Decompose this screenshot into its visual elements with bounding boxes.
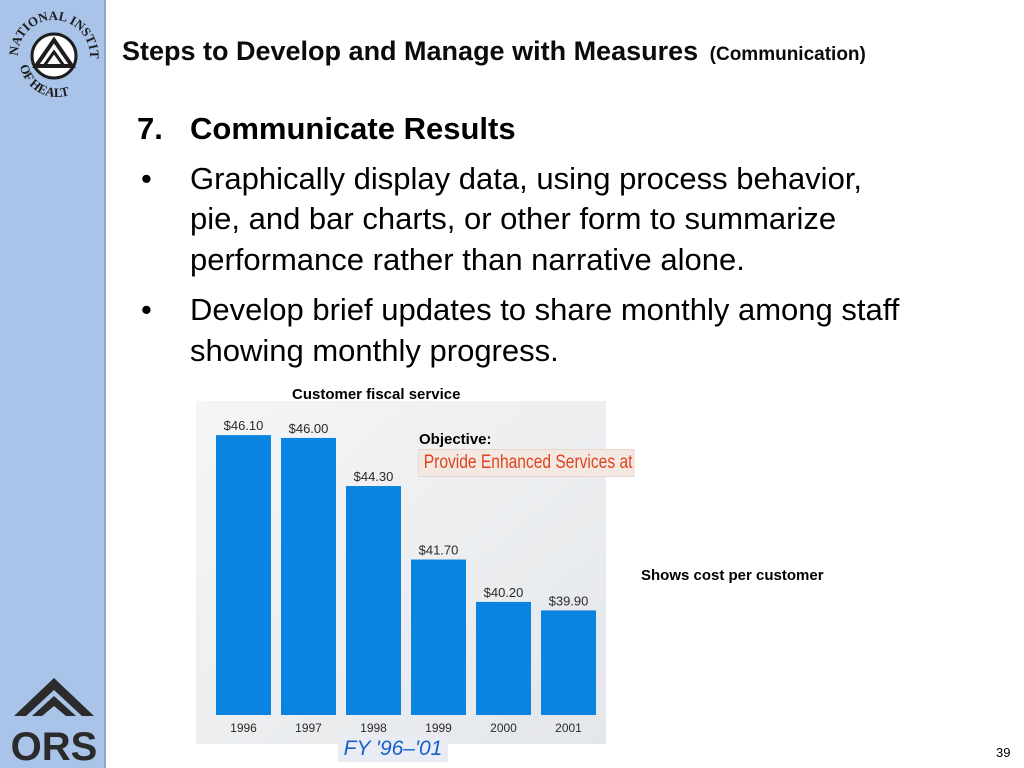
chart-title: Customer fiscal service — [292, 386, 461, 403]
tick-label-1996: 1996 — [230, 721, 257, 735]
bullet1-line3: performance rather than narrative alone. — [190, 242, 745, 277]
objective-label: Objective: — [419, 431, 492, 448]
fiscal-year-label: FY '96–'01 — [338, 736, 448, 762]
section-heading: Communicate Results — [190, 111, 516, 146]
tick-label-2001: 2001 — [555, 721, 582, 735]
tick-label-1999: 1999 — [425, 721, 452, 735]
value-label-1998: $44.30 — [354, 469, 394, 484]
slide-title-main: Steps to Develop and Manage with Measure… — [122, 36, 699, 66]
bullet1-line2: pie, and bar charts, or other form to su… — [190, 201, 837, 236]
bar-2001 — [541, 610, 596, 715]
objective-text: Provide Enhanced Services at a Lower Cos… — [423, 452, 634, 473]
slide-title-sub: (Communication) — [709, 44, 866, 65]
bar-1999 — [411, 559, 466, 715]
value-label-1996: $46.10 — [224, 418, 264, 433]
bar-1997 — [281, 437, 336, 715]
nih-logo: NATIONAL INSTITUTES OF HEALTH — [6, 4, 102, 100]
value-label-2000: $40.20 — [484, 585, 524, 600]
objective-banner: Provide Enhanced Services at a Lower Cos… — [418, 449, 635, 477]
ors-logo: ORS — [11, 678, 98, 768]
bar-2000 — [476, 601, 531, 715]
bullet2-line1: Develop brief updates to share monthly a… — [190, 292, 900, 327]
bullet-marker-2: • — [141, 292, 152, 327]
tick-label-1998: 1998 — [360, 721, 387, 735]
value-label-1999: $41.70 — [419, 543, 459, 558]
bullet1-line1: Graphically display data, using process … — [190, 161, 863, 196]
sidebar: NATIONAL INSTITUTES OF HEALTH ORS — [0, 0, 106, 768]
tick-label-2000: 2000 — [490, 721, 517, 735]
page-number: 39 — [996, 745, 1011, 760]
tick-label-1997: 1997 — [295, 721, 322, 735]
value-label-2001: $39.90 — [549, 593, 589, 608]
bullet-marker-1: • — [141, 161, 152, 196]
slide-title: Steps to Develop and Manage with Measure… — [122, 36, 866, 67]
bar-1996 — [216, 435, 271, 715]
chart-caption: Shows cost per customer — [641, 567, 824, 584]
bar-1998 — [346, 486, 401, 715]
bullet2-line2: showing monthly progress. — [190, 333, 559, 368]
ors-logo-text: ORS — [11, 725, 98, 768]
heading-number: 7. — [137, 111, 163, 146]
value-label-1997: $46.00 — [289, 421, 329, 436]
